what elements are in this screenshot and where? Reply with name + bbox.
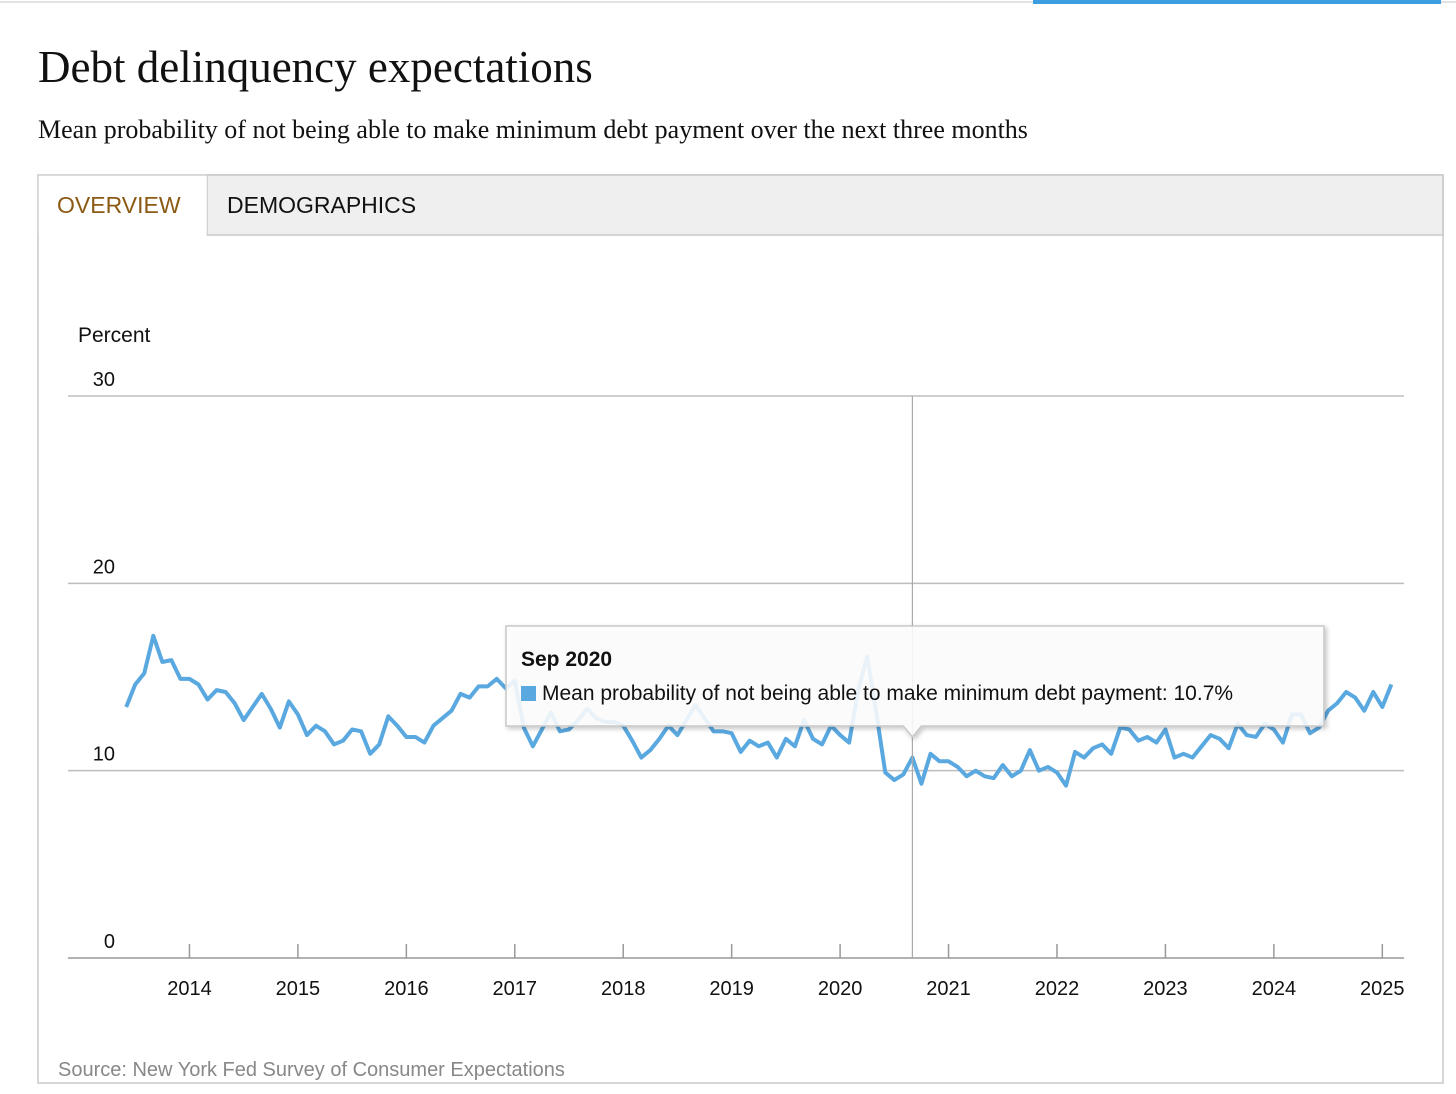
tooltip-text: Mean probability of not being able to ma… [542, 682, 1233, 705]
page-subtitle: Mean probability of not being able to ma… [38, 115, 1028, 144]
top-accent [1033, 0, 1441, 4]
y-tick-label: 20 [93, 556, 115, 578]
x-tick-label: 2022 [1035, 978, 1080, 1000]
y-tick-label: 10 [93, 744, 115, 766]
tab-active-bg [38, 175, 207, 236]
x-tick-label: 2016 [384, 978, 429, 1000]
tab[interactable]: OVERVIEW [57, 192, 181, 218]
x-tick-label: 2023 [1143, 978, 1188, 1000]
tooltip-swatch [521, 686, 536, 701]
y-tick-label: 30 [93, 369, 115, 391]
x-tick-label: 2014 [167, 978, 212, 1000]
tooltip-box [505, 625, 1325, 739]
data-line [124, 633, 1394, 788]
x-tick-label: 2021 [926, 978, 971, 1000]
x-tick-label: 2020 [818, 978, 863, 1000]
tooltip-title: Sep 2020 [521, 648, 612, 671]
x-tick-label: 2025 [1360, 978, 1405, 1000]
tab-bar [206, 174, 1444, 236]
tooltip: Sep 2020 Mean probability of not being ab… [505, 625, 1325, 739]
y-axis-label: Percent [78, 324, 151, 347]
x-tick-label: 2018 [601, 978, 646, 1000]
page-title: Debt delinquency expectations [38, 42, 593, 92]
x-tick-label: 2015 [276, 978, 321, 1000]
x-tick-label: 2019 [709, 978, 754, 1000]
x-tick-label: 2017 [493, 978, 538, 1000]
tab[interactable]: DEMOGRAPHICS [227, 192, 416, 218]
y-tick-label: 0 [104, 931, 115, 953]
plot: 0 10 20 30 2014 2015 2016 2017 2018 2019 2020 2021 2… [68, 369, 1405, 1000]
source-note: Source: New York Fed Survey of Consumer … [58, 1059, 565, 1081]
x-tick-label: 2024 [1252, 978, 1297, 1000]
